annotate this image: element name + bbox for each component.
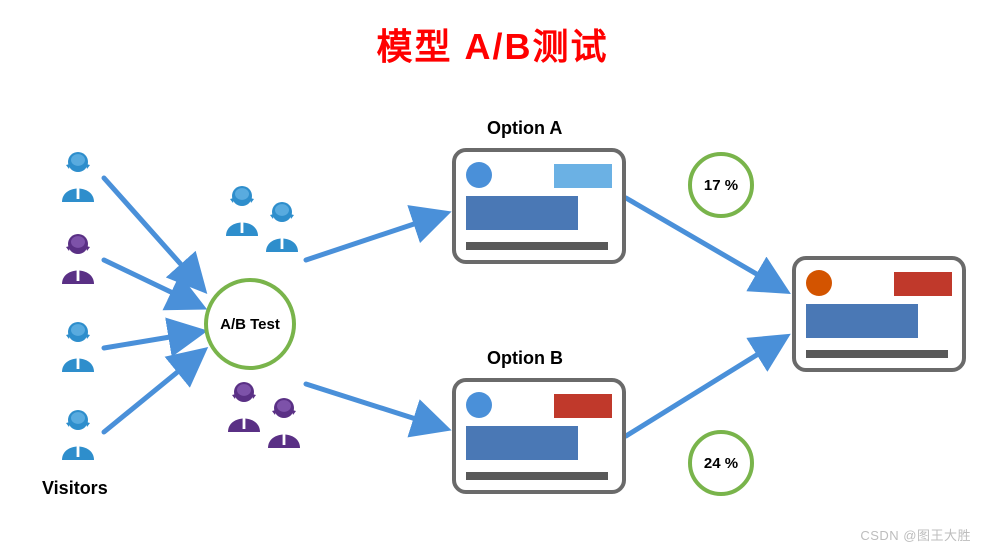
person-icon (220, 184, 264, 238)
card-b-line (466, 472, 608, 480)
final-card (792, 256, 966, 372)
person-icon (56, 320, 100, 374)
person-icon (222, 380, 266, 434)
person-icon (56, 408, 100, 462)
card-a-dot (466, 162, 492, 188)
pct-a-value: 17 % (704, 177, 738, 194)
diagram-stage: 模型 A/B测试 A/B Test Visitors Option A Opti… (0, 0, 985, 552)
diagram-title: 模型 A/B测试 (0, 18, 985, 70)
person-icon (262, 396, 306, 450)
person-icon (56, 150, 100, 204)
pct-a-badge: 17 % (688, 152, 754, 218)
card-b-dot (466, 392, 492, 418)
card-b-chip (554, 394, 612, 418)
option-b-card (452, 378, 626, 494)
card-final-chip (894, 272, 952, 296)
card-a-chip (554, 164, 612, 188)
option-b-label: Option B (487, 348, 563, 369)
pct-b-value: 24 % (704, 455, 738, 472)
card-b-bar (466, 426, 578, 460)
watermark: CSDN @图王大胜 (860, 525, 971, 544)
option-a-label: Option A (487, 118, 562, 139)
card-a-line (466, 242, 608, 250)
visitors-label: Visitors (42, 478, 108, 499)
option-a-card (452, 148, 626, 264)
pct-b-badge: 24 % (688, 430, 754, 496)
abtest-circle: A/B Test (204, 278, 296, 370)
person-icon (260, 200, 304, 254)
person-icon (56, 232, 100, 286)
abtest-label: A/B Test (220, 316, 280, 333)
card-final-dot (806, 270, 832, 296)
card-final-bar (806, 304, 918, 338)
card-final-line (806, 350, 948, 358)
card-a-bar (466, 196, 578, 230)
